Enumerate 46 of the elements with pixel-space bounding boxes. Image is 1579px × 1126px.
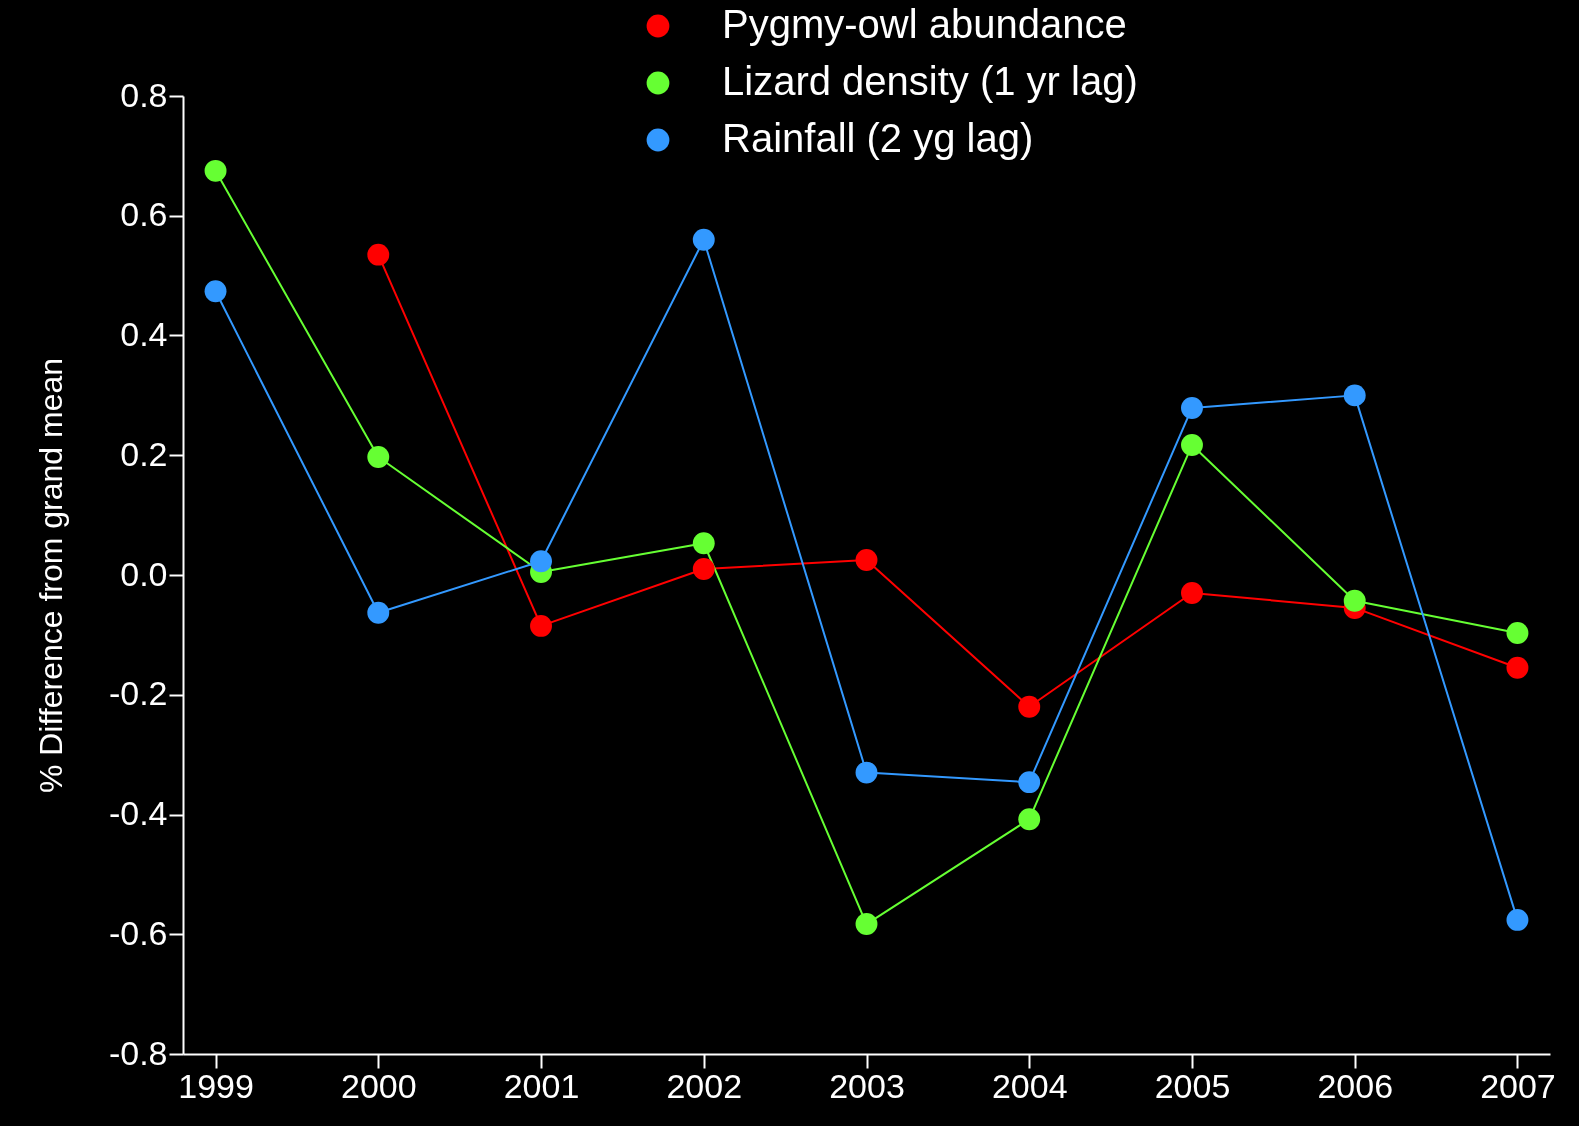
y-axis-title: % Difference from grand mean <box>32 357 69 794</box>
point <box>692 228 715 251</box>
y-tick-label: -0.4 <box>108 794 168 832</box>
y-tick-label: -0.8 <box>108 1033 168 1072</box>
point <box>1343 589 1366 612</box>
point <box>855 913 878 935</box>
y-tick-label: -0.6 <box>108 913 168 952</box>
point <box>204 159 227 182</box>
point <box>1506 622 1529 645</box>
x-tick-label: 2000 <box>340 1066 417 1105</box>
x-tick-label: 2002 <box>666 1066 743 1105</box>
y-tick-label: 0.6 <box>120 195 168 234</box>
point <box>1506 656 1529 679</box>
point <box>692 558 715 580</box>
point <box>204 280 227 303</box>
point <box>1343 384 1366 407</box>
point <box>367 446 390 468</box>
legend-label: Lizard density (1 yr lag) <box>722 59 1138 103</box>
point <box>1018 771 1041 794</box>
point <box>692 532 715 555</box>
point <box>1181 582 1203 604</box>
legend-label: Rainfall (2 yg lag) <box>722 116 1034 160</box>
x-tick-label: 2005 <box>1154 1066 1231 1105</box>
y-tick-label: 0.4 <box>120 315 168 353</box>
point <box>1181 434 1203 456</box>
point <box>1506 908 1529 931</box>
point <box>855 761 878 784</box>
point <box>367 601 390 624</box>
y-tick-label: 0.0 <box>120 554 168 593</box>
x-tick-label: 2004 <box>991 1066 1068 1105</box>
y-tick-label: 0.8 <box>120 75 168 114</box>
y-tick-label: 0.2 <box>120 434 168 473</box>
point <box>530 550 552 573</box>
point <box>855 549 878 571</box>
x-tick-label: 2003 <box>829 1066 905 1105</box>
point <box>530 614 552 637</box>
x-tick-label: 2006 <box>1317 1066 1394 1105</box>
point <box>1018 695 1041 718</box>
y-tick-label: -0.2 <box>108 674 168 713</box>
x-tick-label: 2001 <box>503 1066 580 1105</box>
point <box>1018 808 1041 831</box>
x-tick-label: 2007 <box>1480 1066 1556 1105</box>
point <box>1181 397 1203 419</box>
legend-label: Pygmy-owl abundance <box>722 2 1127 46</box>
point <box>367 243 390 266</box>
x-tick-label: 1999 <box>178 1066 254 1105</box>
